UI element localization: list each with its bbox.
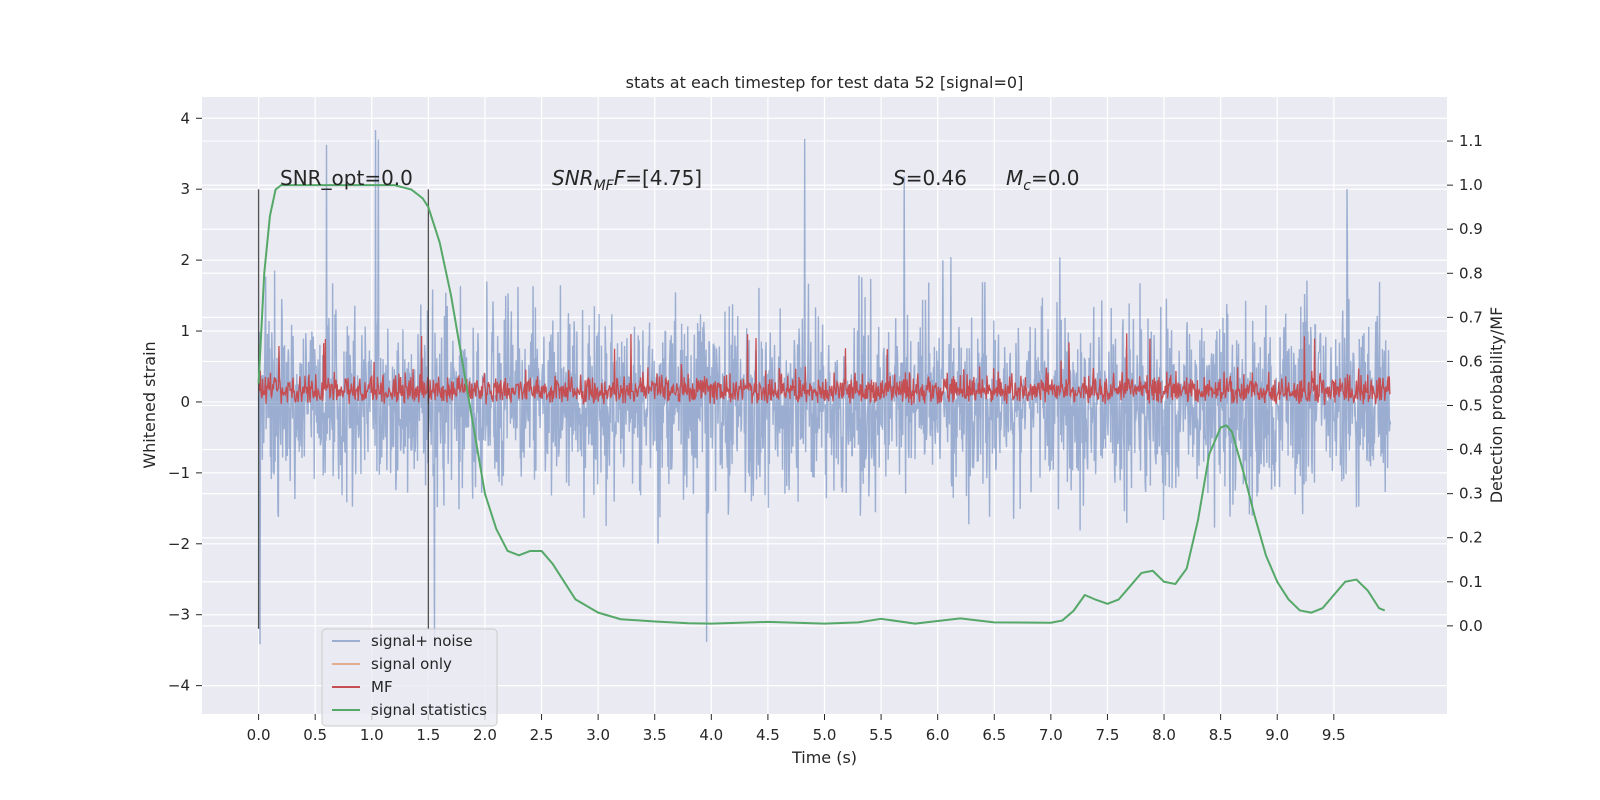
y2-tick-label: 0.9 (1459, 220, 1483, 238)
x-tick-label: 6.5 (982, 726, 1006, 744)
legend-label-signal-only: signal only (371, 655, 452, 673)
mf-line (257, 333, 1391, 406)
y-tick-label: −2 (168, 535, 190, 553)
y2-axis-label: Detection probability/MF (1487, 307, 1506, 504)
signal-noise-series (257, 129, 1392, 645)
y2-tick-label: 0.6 (1459, 352, 1483, 370)
y-tick-label: −1 (168, 464, 190, 482)
y-tick-label: 1 (180, 322, 190, 340)
x-tick-label: 5.5 (869, 726, 893, 744)
y2-tick-label: 0.8 (1459, 264, 1483, 282)
axis-ticks: 0.0 0.5 1.0 1.5 2.0 2.5 3.0 3.5 4.0 4.5 5.0 5.5 6.0 6… (168, 109, 1483, 744)
legend-label-mf: MF (371, 678, 393, 696)
signal-statistics-series (257, 184, 1386, 625)
annotation-mc: Mc=0.0 (1006, 166, 1080, 194)
x-axis-label: Time (s) (791, 748, 857, 767)
y2-tick-label: 0.7 (1459, 308, 1483, 326)
legend-label-signal-noise: signal+ noise (371, 632, 473, 650)
x-tick-label: 6.0 (926, 726, 950, 744)
annotation-snr-mf-prefix: SNR (552, 166, 594, 190)
legend-box (321, 628, 498, 727)
annotation-snr-mf: SNRMFF=[4.75] (552, 166, 702, 194)
x-tick-label: 2.0 (473, 726, 497, 744)
x-tick-label: 4.5 (756, 726, 780, 744)
y-tick-label: −3 (168, 606, 190, 624)
annotation-snr-mf-f: F (614, 166, 626, 190)
y2-tick-label: 0.2 (1459, 529, 1483, 547)
annotation-mc-sub: c (1023, 178, 1031, 194)
y2-tick-label: 0.1 (1459, 573, 1483, 591)
y2-tick-label: 0.4 (1459, 441, 1483, 459)
annotation-s-prefix: S (893, 166, 906, 190)
annotation-mc-value: =0.0 (1031, 166, 1080, 190)
annotation-snr-opt: SNR_opt=0.0 (280, 166, 413, 190)
annotation-s-value: =0.46 (906, 166, 967, 190)
legend-label-signal-statistics: signal statistics (371, 701, 487, 719)
annotation-snr-mf-sub: MF (594, 178, 615, 194)
x-tick-label: 2.5 (530, 726, 554, 744)
x-tick-label: 5.0 (813, 726, 837, 744)
signal-statistics-line (257, 184, 1386, 625)
x-tick-label: 9.0 (1265, 726, 1289, 744)
x-tick-label: 3.0 (586, 726, 610, 744)
x-tick-label: 3.5 (643, 726, 667, 744)
annotation-mc-prefix: M (1006, 166, 1023, 190)
y2-tick-label: 0.5 (1459, 397, 1483, 415)
x-tick-label: 7.5 (1096, 726, 1120, 744)
y2-tick-label: 0.0 (1459, 617, 1483, 635)
x-tick-label: 0.5 (303, 726, 327, 744)
x-tick-label: 9.5 (1322, 726, 1346, 744)
y-tick-label: 2 (180, 251, 190, 269)
x-tick-label: 8.5 (1209, 726, 1233, 744)
y-tick-label: −4 (168, 677, 190, 695)
annotation-snr-mf-value: =[4.75] (625, 166, 702, 190)
y2-tick-label: 0.3 (1459, 485, 1483, 503)
annotation-s: S=0.46 (893, 166, 967, 190)
x-tick-label: 1.5 (416, 726, 440, 744)
x-tick-label: 1.0 (360, 726, 384, 744)
window-markers (257, 189, 430, 629)
x-tick-label: 8.0 (1152, 726, 1176, 744)
y-tick-label: 0 (180, 393, 190, 411)
y-tick-label: 3 (180, 180, 190, 198)
legend: signal+ noise signal only MF signal stat… (321, 628, 498, 727)
y-axis-label: Whitened strain (140, 341, 159, 468)
chart-title: stats at each timestep for test data 52 … (626, 73, 1024, 92)
x-tick-label: 7.0 (1039, 726, 1063, 744)
y-tick-label: 4 (180, 109, 190, 127)
signal-noise-line (257, 129, 1392, 645)
y2-tick-label: 1.0 (1459, 176, 1483, 194)
mf-series (257, 333, 1391, 406)
x-tick-label: 0.0 (247, 726, 271, 744)
x-tick-label: 4.0 (699, 726, 723, 744)
y2-tick-label: 1.1 (1459, 132, 1483, 150)
